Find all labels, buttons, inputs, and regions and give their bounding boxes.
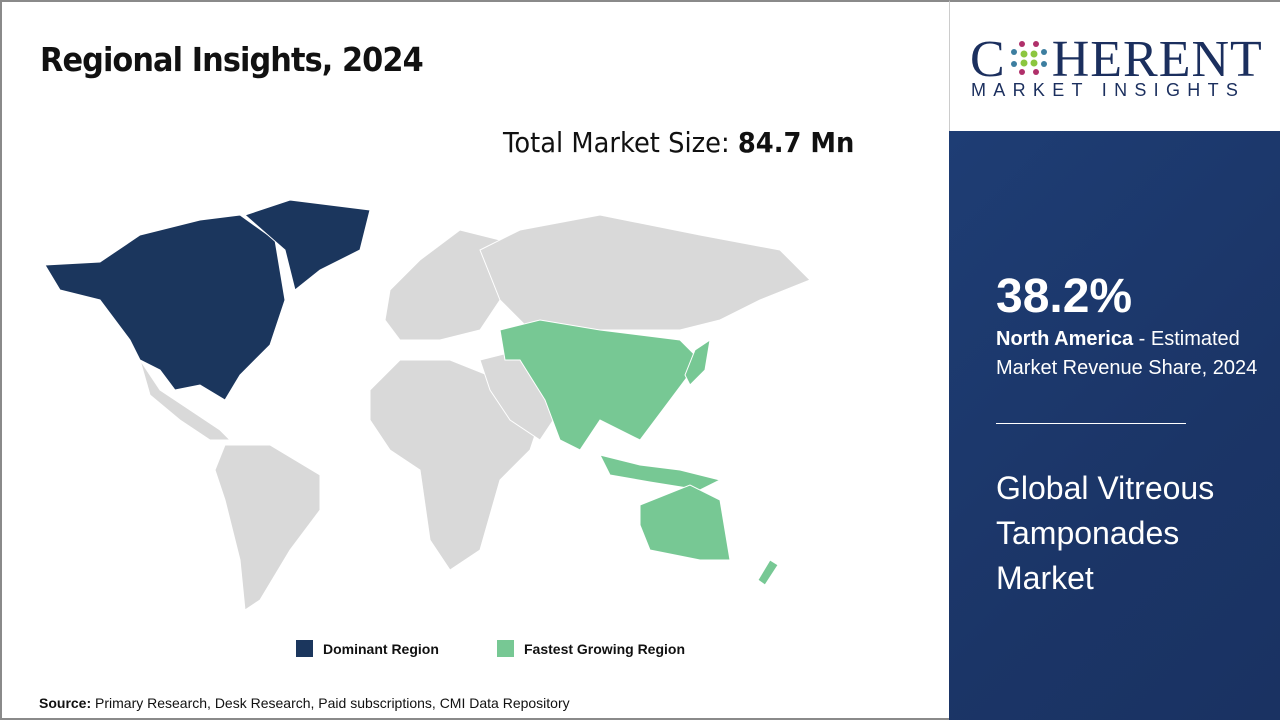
highlight-panel: 38.2% North America - Estimated Market R…: [949, 131, 1280, 720]
region-indonesia: [599, 454, 722, 491]
region-japan: [684, 338, 711, 386]
legend-swatch: [497, 640, 514, 657]
share-percent: 38.2%: [996, 270, 1133, 323]
total-label: Total Market Size:: [503, 126, 730, 159]
company-logo: C HERENT MARKET INSIGHTS: [949, 0, 1280, 131]
logo-tagline: MARKET INSIGHTS: [971, 80, 1246, 100]
region-asia: [499, 319, 701, 451]
region-name: North America: [996, 328, 1134, 350]
logo-wordmark: C HERENT: [970, 31, 1263, 88]
region-new-zealand: [757, 559, 779, 586]
region-australia: [639, 484, 731, 561]
region-africa: [369, 359, 541, 571]
region-north-america: [44, 214, 286, 401]
total-value: 84.7 Mn: [737, 126, 855, 159]
legend-label: Dominant Region: [323, 640, 439, 657]
sidebar: C HERENT MARKET INSIGHTS 38.2% North Amer…: [949, 0, 1280, 720]
share-desc-text: - Estimated Market Revenue Share, 2024: [996, 328, 1258, 379]
region-russia: [479, 214, 811, 331]
page-title: Regional Insights, 2024: [40, 40, 424, 79]
region-greenland: [244, 199, 371, 291]
region-europe: [384, 229, 501, 341]
legend-dominant: Dominant Region: [296, 640, 439, 657]
source-note: Source: Primary Research, Desk Research,…: [39, 695, 570, 711]
legend-swatch: [296, 640, 313, 657]
total-market-size: Total Market Size: 84.7 Mn: [503, 126, 854, 159]
divider: [996, 423, 1186, 424]
source-text: Primary Research, Desk Research, Paid su…: [91, 695, 570, 711]
globe-icon: [1010, 41, 1047, 75]
world-map: [44, 199, 811, 611]
legend-label: Fastest Growing Region: [524, 640, 686, 657]
source-label: Source:: [39, 695, 92, 711]
region-central-america: [139, 359, 232, 441]
region-south-america: [214, 444, 321, 611]
legend-fastest: Fastest Growing Region: [497, 640, 685, 657]
market-name: Global Vitreous Tamponades Market: [996, 470, 1215, 596]
share-description: North America - Estimated Market Revenue…: [996, 325, 1276, 383]
